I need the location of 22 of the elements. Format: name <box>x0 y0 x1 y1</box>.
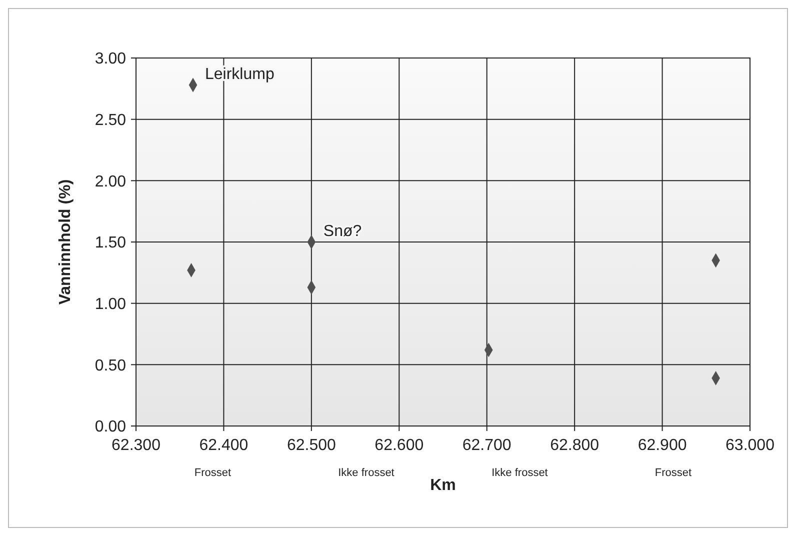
y-tick-label: 2.50 <box>94 112 126 129</box>
y-tick-label: 1.50 <box>94 234 126 252</box>
y-axis-title: Vanninnhold (%) <box>57 179 74 305</box>
text: Ikke frosset <box>338 467 394 479</box>
x-tick-label: 63.000 <box>726 437 775 454</box>
x-tick-label: 62.500 <box>286 437 336 454</box>
x-tick-label: 62.700 <box>462 437 512 454</box>
y-tick-label: 1.00 <box>94 296 126 313</box>
y-tick-label: 2.00 <box>94 173 126 190</box>
annotation: Snø? <box>323 223 362 240</box>
text: Ikke frosset <box>492 467 548 479</box>
text: Frosset <box>194 467 232 479</box>
y-tick-label: 0.00 <box>94 418 126 436</box>
text: Frosset <box>654 467 692 479</box>
x-tick-label: 62.600 <box>374 437 424 454</box>
x-tick-label: 62.300 <box>112 437 161 454</box>
x-axis-title: Km <box>430 477 456 494</box>
x-tick-label: 62.800 <box>550 437 600 454</box>
x-tick-label: 62.400 <box>199 437 248 454</box>
x-tick-label: 62.900 <box>638 437 687 454</box>
y-tick-label: 0.50 <box>94 357 126 374</box>
y-tick-label: 3.00 <box>94 50 126 68</box>
